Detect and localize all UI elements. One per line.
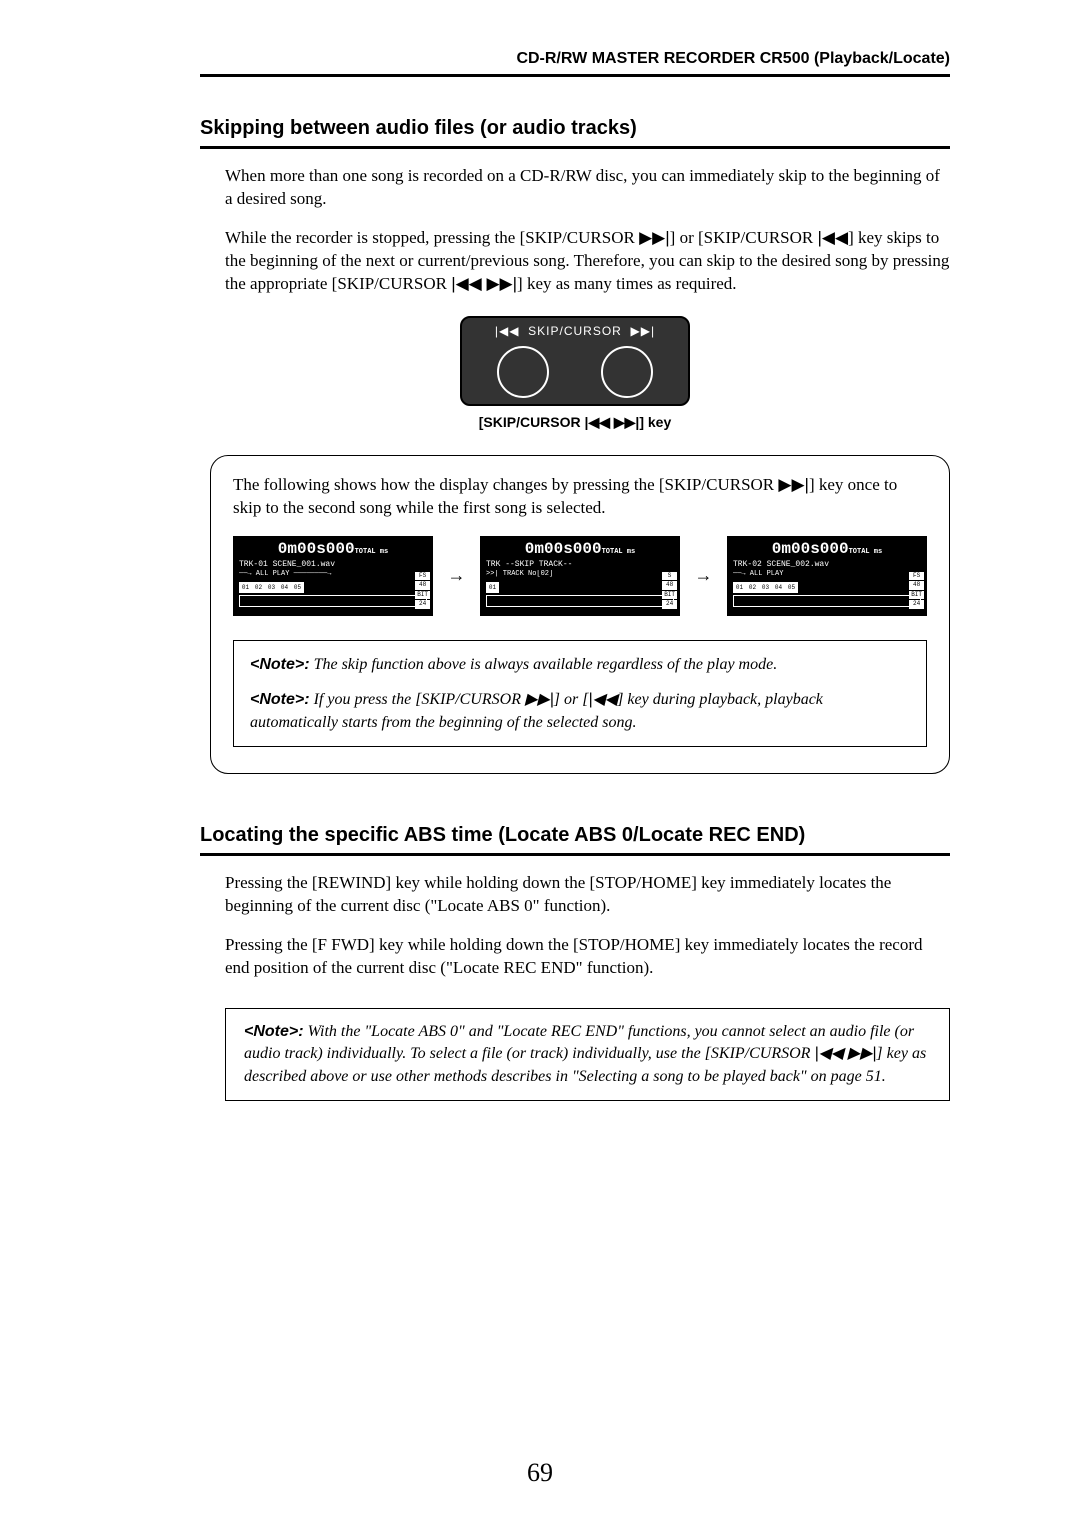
note2-a: If you press the [SKIP/CURSOR — [310, 691, 525, 708]
d3-time: 0m00s000 — [772, 540, 849, 558]
d3-t5: 05 — [785, 582, 798, 593]
d2-s2: BIT — [662, 591, 677, 600]
box-para-icon: ▶▶| — [778, 475, 809, 494]
d2-side: S 48 BIT 24 — [662, 572, 677, 610]
d1-t2: 02 — [252, 582, 265, 593]
s2-note-label: <Note>: — [244, 1023, 304, 1040]
d1-t4: 04 — [278, 582, 291, 593]
section2-para1: Pressing the [REWIND] key while holding … — [225, 872, 950, 918]
box-para: The following shows how the display chan… — [233, 474, 927, 520]
note1-label: <Note>: — [250, 656, 310, 673]
section1-title: Skipping between audio files (or audio t… — [200, 117, 950, 149]
note2-back-icon: |◀◀ — [588, 691, 617, 708]
caption-icon: |◀◀ ▶▶| — [585, 414, 640, 430]
skip-both-icon: |◀◀ ▶▶| — [451, 274, 517, 293]
d1-s3: 24 — [415, 600, 430, 609]
d2-s0: S — [662, 572, 677, 581]
d1-time: 0m00s000 — [278, 540, 355, 558]
s2-note-icon: |◀◀ ▶▶| — [814, 1045, 876, 1062]
display-row: 0m00s000TOTAL ms TRK-01 SCENE_001.wav ──… — [233, 536, 927, 616]
d3-s2: BIT — [909, 591, 924, 600]
d3-s0: FS — [909, 572, 924, 581]
d3-meter — [733, 595, 921, 607]
note1-text: The skip function above is always availa… — [310, 656, 778, 673]
d3-t2: 02 — [746, 582, 759, 593]
d2-line1: TRK --SKIP TRACK-- — [486, 560, 674, 569]
d2-s1: 48 — [662, 581, 677, 590]
arrow-2: → — [693, 565, 715, 586]
skip-back-icon: |◀◀ — [818, 228, 849, 247]
lcd-display-1: 0m00s000TOTAL ms TRK-01 SCENE_001.wav ──… — [233, 536, 433, 616]
d1-t1: 01 — [239, 582, 252, 593]
panel-prev-icon: |◀◀ — [495, 324, 520, 338]
d2-line2: >>| TRACK No[02] — [486, 570, 674, 578]
section1-para2: While the recorder is stopped, pressing … — [225, 227, 950, 296]
lcd-display-3: 0m00s000TOTAL ms TRK-02 SCENE_002.wav ──… — [727, 536, 927, 616]
panel-next-icon: ▶▶| — [631, 324, 656, 338]
section2-para2: Pressing the [F FWD] key while holding d… — [225, 934, 950, 980]
d3-line2: ──→ ALL PLAY — [733, 570, 921, 578]
d3-t4: 04 — [772, 582, 785, 593]
d1-suffix: TOTAL ms — [355, 548, 389, 556]
d3-s1: 48 — [909, 581, 924, 590]
d1-s1: 48 — [415, 581, 430, 590]
d3-t3: 03 — [759, 582, 772, 593]
caption-a: [SKIP/CURSOR — [479, 414, 585, 430]
skip-fwd-icon: ▶▶| — [639, 228, 670, 247]
d3-t1: 01 — [733, 582, 746, 593]
page-number: 69 — [0, 1458, 1080, 1488]
panel-label: SKIP/CURSOR — [528, 324, 622, 338]
display-example-box: The following shows how the display chan… — [210, 455, 950, 774]
section2-note-box: <Note>: With the "Locate ABS 0" and "Loc… — [225, 1008, 950, 1101]
section1-para1: When more than one song is recorded on a… — [225, 165, 950, 211]
arrow-1: → — [446, 565, 468, 586]
caption-b: ] key — [639, 414, 671, 430]
d2-time: 0m00s000 — [525, 540, 602, 558]
p2-d: ] key as many times as required. — [517, 274, 737, 293]
p2-a: While the recorder is stopped, pressing … — [225, 228, 639, 247]
d3-s3: 24 — [909, 600, 924, 609]
inner-note-box: <Note>: The skip function above is alway… — [233, 640, 927, 748]
skip-cursor-diagram: |◀◀ SKIP/CURSOR ▶▶| — [460, 316, 690, 406]
d2-s3: 24 — [662, 600, 677, 609]
d2-suffix: TOTAL ms — [602, 548, 636, 556]
d3-side: FS 48 BIT 24 — [909, 572, 924, 610]
section2-title: Locating the specific ABS time (Locate A… — [200, 824, 950, 856]
d3-line1: TRK-02 SCENE_002.wav — [733, 560, 921, 569]
skip-prev-button-graphic — [497, 346, 549, 398]
lcd-display-2: 0m00s000TOTAL ms TRK --SKIP TRACK-- >>| … — [480, 536, 680, 616]
p2-b: ] or [SKIP/CURSOR — [670, 228, 818, 247]
note2-fwd-icon: ▶▶| — [525, 691, 554, 708]
note2-label: <Note>: — [250, 691, 310, 708]
box-para-a: The following shows how the display chan… — [233, 475, 778, 494]
d2-t1: 01 — [486, 582, 499, 593]
d1-t5: 05 — [291, 582, 304, 593]
d2-meter — [486, 595, 674, 607]
d1-s2: BIT — [415, 591, 430, 600]
skip-next-button-graphic — [601, 346, 653, 398]
d1-t3: 03 — [265, 582, 278, 593]
d3-suffix: TOTAL ms — [849, 548, 883, 556]
d1-side: FS 48 BIT 24 — [415, 572, 430, 610]
diagram-caption: [SKIP/CURSOR |◀◀ ▶▶|] key — [200, 414, 950, 431]
d1-s0: FS — [415, 572, 430, 581]
d1-meter — [239, 595, 427, 607]
note2-b: ] or [ — [554, 691, 589, 708]
page-header: CD-R/RW MASTER RECORDER CR500 (Playback/… — [200, 50, 950, 77]
d1-line1: TRK-01 SCENE_001.wav — [239, 560, 427, 569]
d1-line2: ──→ ALL PLAY ────────→ — [239, 570, 427, 578]
